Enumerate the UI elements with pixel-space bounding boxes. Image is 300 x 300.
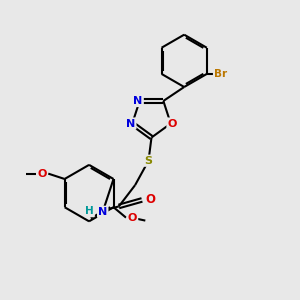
Text: O: O	[167, 118, 177, 129]
Text: N: N	[126, 118, 135, 129]
Text: N: N	[98, 207, 107, 217]
Text: O: O	[145, 194, 155, 206]
Text: Br: Br	[214, 69, 227, 79]
Text: O: O	[128, 213, 137, 223]
Text: N: N	[134, 96, 143, 106]
Text: H: H	[85, 206, 94, 216]
Text: S: S	[145, 156, 152, 166]
Text: O: O	[37, 169, 46, 178]
